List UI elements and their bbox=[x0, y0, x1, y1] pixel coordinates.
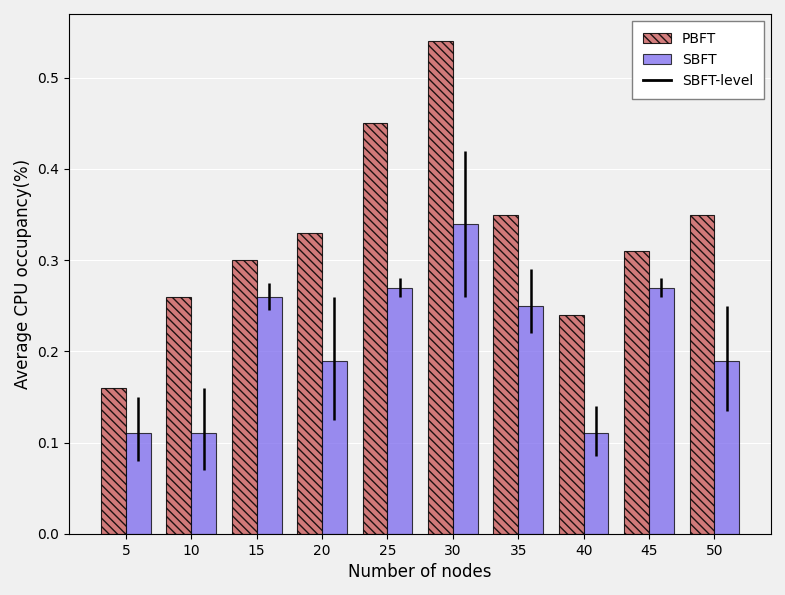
Bar bbox=[493, 215, 518, 534]
Bar bbox=[192, 434, 216, 534]
Y-axis label: Average CPU occupancy(%): Average CPU occupancy(%) bbox=[14, 159, 32, 389]
Bar bbox=[322, 361, 347, 534]
Bar bbox=[257, 297, 282, 534]
Bar bbox=[714, 361, 739, 534]
Bar bbox=[559, 315, 583, 534]
Bar bbox=[101, 388, 126, 534]
Bar bbox=[126, 434, 151, 534]
Bar bbox=[428, 41, 453, 534]
X-axis label: Number of nodes: Number of nodes bbox=[349, 563, 492, 581]
Bar bbox=[453, 224, 478, 534]
Bar bbox=[583, 434, 608, 534]
Bar bbox=[298, 233, 322, 534]
Bar bbox=[649, 287, 674, 534]
Bar bbox=[689, 215, 714, 534]
Bar bbox=[624, 251, 649, 534]
Bar bbox=[232, 260, 257, 534]
Bar bbox=[166, 297, 192, 534]
Legend: PBFT, SBFT, SBFT-level: PBFT, SBFT, SBFT-level bbox=[632, 21, 764, 99]
Bar bbox=[363, 123, 388, 534]
Bar bbox=[518, 306, 543, 534]
Bar bbox=[388, 287, 412, 534]
